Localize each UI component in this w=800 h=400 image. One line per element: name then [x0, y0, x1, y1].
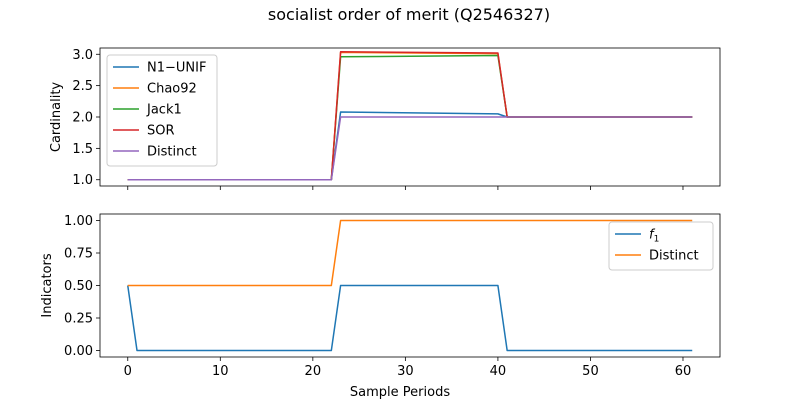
- subplot-2: 0 10 20 30 40 50 60 0.00 0.25 0.50 0.75 1.00 Indicat…: [40, 213, 721, 400]
- x-tick-label: 20: [305, 364, 322, 379]
- y-tick-label: 1.5: [72, 142, 93, 157]
- legend-label: N1−UNIF: [147, 61, 206, 76]
- legend-label: Distinct: [649, 249, 699, 264]
- legend-label: f1: [649, 228, 659, 245]
- legend-label: Chao92: [147, 82, 197, 97]
- x-tick-label: 60: [675, 364, 692, 379]
- y-tick-label: 0.50: [64, 279, 93, 294]
- y-axis-label: Indicators: [40, 253, 55, 317]
- y-tick-label: 2.0: [72, 111, 93, 126]
- legend-label: Distinct: [147, 145, 197, 160]
- subplot-1: 1.0 1.5 2.0 2.5 3.0 Cardinality N1−UNIF Chao92 J…: [49, 47, 721, 190]
- y-tick-label: 3.0: [72, 48, 93, 63]
- y-axis-label: Cardinality: [49, 82, 64, 153]
- chart-title: socialist order of merit (Q2546327): [268, 5, 550, 24]
- y-tick-label: 1.00: [64, 214, 93, 229]
- y-tick-label: 0.00: [64, 344, 93, 359]
- x-tick-label: 50: [582, 364, 599, 379]
- x-tick-label: 10: [212, 364, 229, 379]
- legend-box: [106, 54, 218, 167]
- legend-label: Jack1: [146, 103, 182, 118]
- legend: f1 Distinct: [608, 221, 714, 271]
- y-tick-label: 2.5: [72, 79, 93, 94]
- legend: N1−UNIF Chao92 Jack1 SOR Distinct: [106, 54, 218, 167]
- x-tick-label: 30: [397, 364, 414, 379]
- x-tick-label: 40: [490, 364, 507, 379]
- y-tick-label: 0.75: [64, 247, 93, 262]
- series-line-distinct: [127, 116, 693, 181]
- series-line-f: [127, 284, 693, 352]
- x-tick-label: 0: [124, 364, 132, 379]
- y-tick-label: 1.0: [72, 173, 93, 188]
- y-tick-label: 0.25: [64, 312, 93, 327]
- series-line-distinct: [127, 219, 693, 287]
- legend-label: SOR: [147, 124, 175, 139]
- x-axis-label: Sample Periods: [350, 385, 450, 400]
